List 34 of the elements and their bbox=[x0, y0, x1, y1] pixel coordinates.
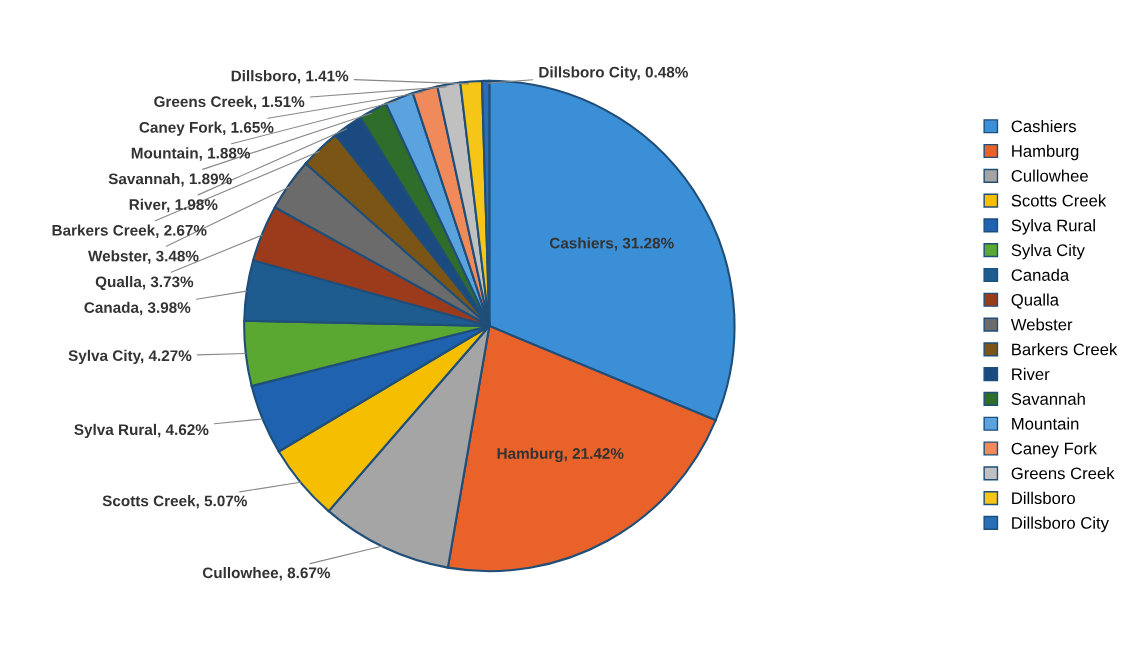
data-label: Greens Creek, 1.51% bbox=[154, 95, 305, 110]
legend-label: Qualla bbox=[1011, 293, 1059, 309]
data-label: Dillsboro, 1.41% bbox=[231, 70, 349, 84]
data-label: Cashiers, 31.28% bbox=[549, 237, 674, 251]
legend-label: Hamburg bbox=[1012, 144, 1079, 161]
legend-label: Greens Creek bbox=[1011, 467, 1115, 480]
data-label: Cullowhee, 8.67% bbox=[202, 567, 331, 581]
data-label: Sylva Rural, 4.62% bbox=[74, 423, 209, 439]
data-label: Mountain, 1.88% bbox=[131, 147, 251, 161]
legend-label: Dillsboro bbox=[1012, 491, 1075, 505]
legend-label: Sylva Rural bbox=[1011, 219, 1095, 235]
legend-label: Sylva City bbox=[1011, 243, 1085, 260]
data-label: Canada, 3.98% bbox=[84, 301, 191, 316]
data-label: River, 1.98% bbox=[129, 198, 218, 213]
legend-label: Canada bbox=[1011, 268, 1070, 281]
legend-label: Caney Fork bbox=[1011, 442, 1097, 458]
legend-label: Cullowhee bbox=[1011, 169, 1088, 182]
legend-label: Cashiers bbox=[1011, 119, 1076, 133]
data-label: Sylva City, 4.27% bbox=[68, 349, 192, 365]
legend-label: Webster bbox=[1010, 318, 1073, 331]
legend-label: Scotts Creek bbox=[1011, 194, 1107, 207]
data-label: Savannah, 1.89% bbox=[108, 173, 232, 187]
legend-label: Barkers Creek bbox=[1012, 343, 1118, 356]
data-label: Qualla, 3.73% bbox=[95, 276, 194, 291]
data-label: Scotts Creek, 5.07% bbox=[102, 495, 247, 509]
data-label: Webster, 3.48% bbox=[88, 250, 199, 264]
legend-label: Savannah bbox=[1011, 392, 1085, 405]
legend-label: Mountain bbox=[1012, 417, 1079, 430]
data-label: Dillsboro City, 0.48% bbox=[539, 66, 688, 81]
data-label: Hamburg, 21.42% bbox=[497, 447, 624, 463]
data-label: Barkers Creek, 2.67% bbox=[52, 224, 207, 238]
legend-label: River bbox=[1012, 367, 1050, 381]
legend-label: Dillsboro City bbox=[1012, 516, 1109, 533]
data-label: Caney Fork, 1.65% bbox=[139, 121, 274, 136]
